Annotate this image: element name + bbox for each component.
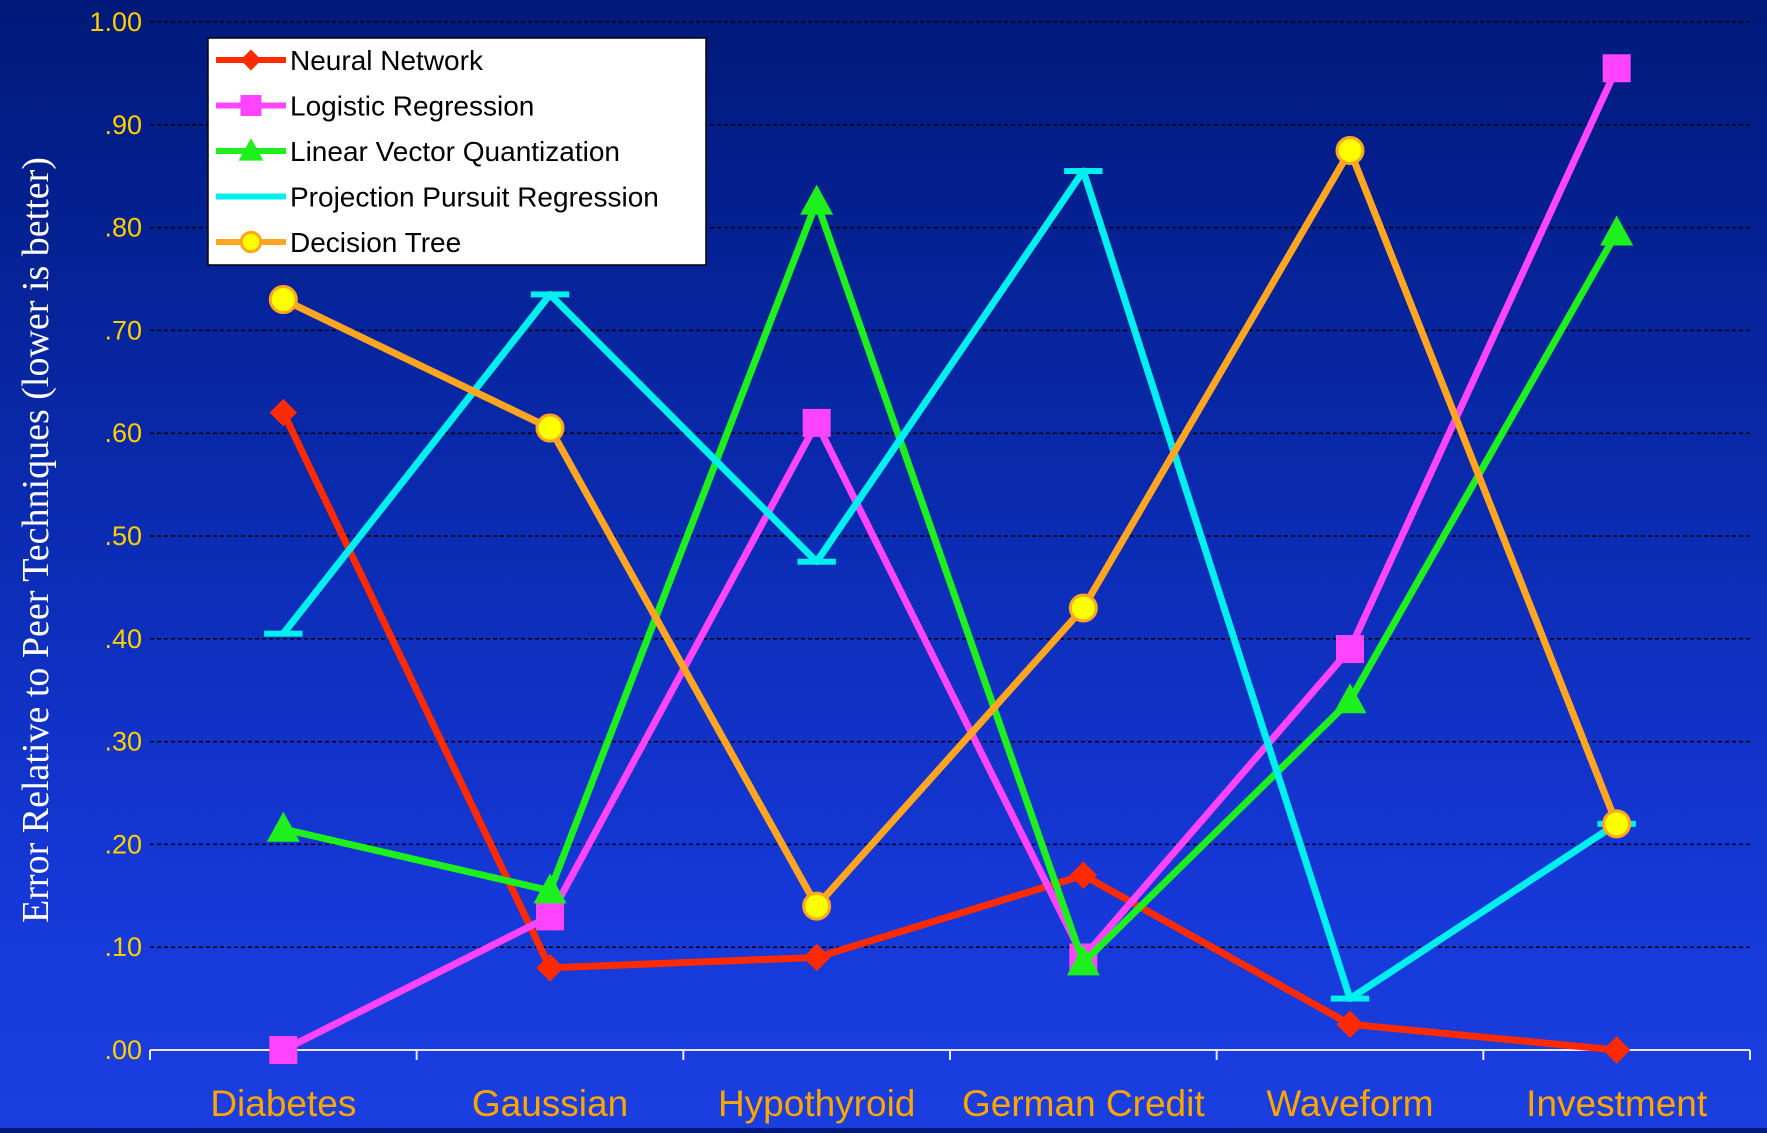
legend-label: Neural Network bbox=[290, 45, 484, 76]
series-line bbox=[281, 66, 1620, 1054]
x-tick-label: Hypothyroid bbox=[718, 1083, 915, 1124]
y-tick-label: .60 bbox=[104, 418, 142, 448]
legend-item: Linear Vector Quantization bbox=[216, 136, 620, 167]
x-tick-label: Waveform bbox=[1266, 1083, 1433, 1124]
axes bbox=[149, 1049, 1751, 1060]
data-point bbox=[1330, 995, 1370, 1002]
y-tick-label: .30 bbox=[104, 727, 142, 757]
legend-label: Projection Pursuit Regression bbox=[290, 182, 659, 213]
y-tick-label: .50 bbox=[104, 521, 142, 551]
data-point bbox=[802, 943, 831, 972]
data-point bbox=[269, 398, 298, 427]
x-tick-label: Diabetes bbox=[210, 1083, 356, 1124]
data-point bbox=[535, 413, 565, 443]
legend-item: Logistic Regression bbox=[216, 91, 534, 122]
legend-item: Projection Pursuit Regression bbox=[216, 182, 659, 213]
data-point bbox=[800, 184, 834, 215]
legend-label: Logistic Regression bbox=[290, 91, 534, 122]
x-tick-label: Gaussian bbox=[472, 1083, 628, 1124]
series-2 bbox=[266, 184, 1634, 976]
data-point bbox=[1333, 683, 1367, 714]
data-point bbox=[1335, 136, 1365, 165]
legend-label: Decision Tree bbox=[290, 227, 461, 258]
legend: Neural Network Logistic Regression Linear … bbox=[207, 37, 707, 266]
data-point bbox=[802, 408, 831, 437]
data-point bbox=[1336, 1010, 1364, 1039]
x-tick-labels: Diabetes Gaussian Hypothyroid German Credit… bbox=[210, 1083, 1708, 1124]
legend-box bbox=[207, 37, 707, 266]
series-line bbox=[280, 167, 1619, 1003]
legend-item: Neural Network bbox=[216, 45, 484, 76]
y-tick-label: .70 bbox=[104, 315, 142, 345]
legend-marker bbox=[240, 95, 262, 116]
data-point bbox=[1336, 635, 1364, 664]
data-point bbox=[802, 891, 832, 921]
data-point bbox=[1602, 1036, 1631, 1064]
series-line bbox=[280, 411, 1618, 1054]
data-point bbox=[797, 558, 836, 565]
series-line bbox=[281, 147, 1620, 910]
data-point bbox=[268, 285, 298, 315]
data-point bbox=[1068, 593, 1098, 623]
legend-marker bbox=[236, 193, 266, 200]
legend-item: Decision Tree bbox=[216, 227, 461, 258]
grid bbox=[150, 21, 1750, 948]
data-point bbox=[266, 811, 300, 842]
y-tick-labels: .00 .10 .20 .30 .40 .50 .60 .70 .80 .90 1.00 bbox=[89, 7, 142, 1065]
data-point bbox=[1602, 809, 1632, 839]
y-tick-label: .40 bbox=[104, 624, 142, 654]
x-tick-label: German Credit bbox=[962, 1083, 1205, 1124]
legend-marker bbox=[239, 230, 263, 254]
x-tick-label: Investment bbox=[1526, 1083, 1708, 1124]
legend-marker bbox=[240, 49, 262, 71]
series-4 bbox=[268, 136, 1632, 921]
data-point bbox=[536, 902, 564, 931]
series-0 bbox=[269, 398, 1631, 1064]
y-tick-label: .80 bbox=[104, 213, 142, 243]
data-point bbox=[1602, 54, 1631, 83]
y-tick-label: .90 bbox=[104, 110, 142, 140]
data-point bbox=[269, 1036, 298, 1064]
data-point bbox=[1066, 945, 1100, 976]
data-point bbox=[533, 873, 567, 904]
legend-label: Linear Vector Quantization bbox=[290, 136, 620, 167]
y-tick-label: 1.00 bbox=[89, 7, 142, 37]
legend-marker bbox=[238, 138, 264, 161]
series-line bbox=[282, 198, 1620, 967]
data-point bbox=[536, 954, 564, 982]
data-point bbox=[1600, 215, 1634, 246]
data-point bbox=[1069, 861, 1098, 889]
y-tick-label: .00 bbox=[104, 1035, 142, 1065]
y-tick-label: .10 bbox=[104, 932, 142, 962]
y-tick-label: .20 bbox=[104, 829, 142, 859]
data-point bbox=[1064, 168, 1103, 175]
data-point bbox=[530, 291, 570, 298]
data-point bbox=[264, 630, 303, 637]
series bbox=[264, 54, 1636, 1064]
y-axis-label: Error Relative to Peer Techniques (lower… bbox=[15, 157, 57, 923]
